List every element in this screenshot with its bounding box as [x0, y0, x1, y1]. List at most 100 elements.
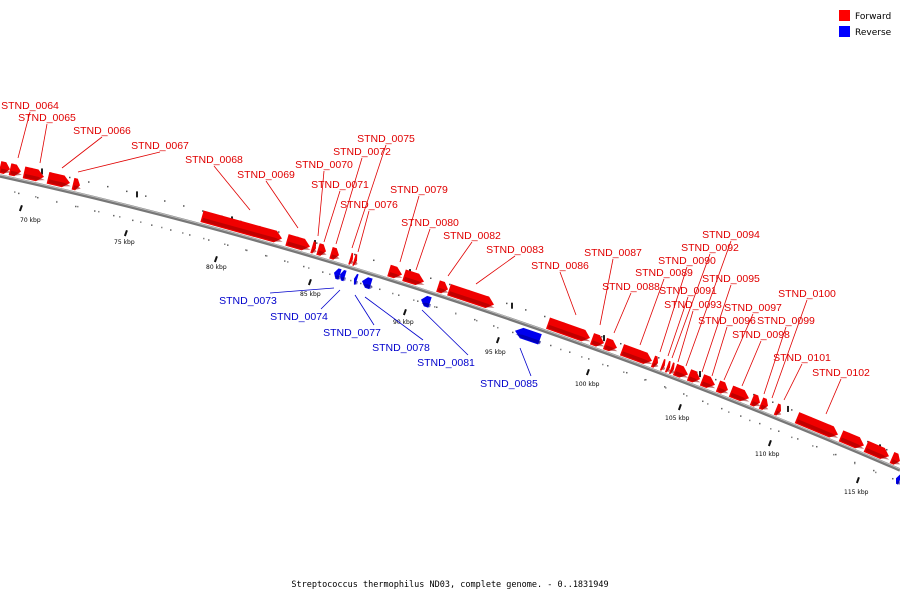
minor-tick	[208, 239, 210, 241]
minor-tick	[772, 401, 774, 403]
callout-line	[723, 313, 754, 381]
gene-callout: STND_0075	[351, 133, 415, 249]
gene-shadow	[840, 437, 865, 449]
gene-arrow	[686, 369, 701, 383]
gene-callout: STND_0069	[237, 169, 299, 229]
callout-line	[265, 180, 299, 229]
gene-label-stnd-0099: STND_0099	[757, 315, 815, 327]
gene-label-stnd-0098: STND_0098	[732, 329, 790, 341]
scale-label: 75 kbp	[114, 239, 135, 246]
minor-tick	[278, 231, 280, 233]
gene-label-stnd-0083: STND_0083	[486, 244, 544, 256]
gene-callout: STND_0077	[323, 294, 381, 339]
genome-backbone-highlight	[0, 174, 900, 470]
gene-label-stnd-0093: STND_0093	[664, 299, 722, 311]
minor-tick	[430, 277, 432, 280]
gene-arrow	[794, 412, 839, 438]
minor-tick	[875, 471, 877, 474]
gene-arrow	[316, 243, 327, 256]
callout-line	[659, 266, 688, 353]
gene-label-stnd-0079: STND_0079	[390, 184, 448, 196]
legend-reverse-label: Reverse	[855, 28, 892, 38]
callout-line	[667, 296, 689, 357]
gene-arrow	[362, 277, 373, 290]
callout-line	[213, 165, 251, 211]
gene-label-stnd-0092: STND_0092	[681, 242, 739, 254]
gene-callout: STND_0094	[685, 229, 760, 367]
minor-tick	[873, 469, 875, 472]
minor-tick	[550, 344, 552, 347]
gene-label-stnd-0088: STND_0088	[602, 281, 660, 293]
gene-callout: STND_0098	[732, 329, 790, 387]
minor-tick	[812, 445, 814, 447]
scale-label: 85 kbp	[300, 291, 321, 298]
minor-tick	[203, 237, 205, 240]
gene-shadow	[717, 387, 729, 394]
minor-tick	[867, 440, 869, 443]
minor-tick	[626, 371, 628, 374]
gene-callout: STND_0102	[812, 367, 870, 415]
minor-tick	[75, 205, 77, 208]
gene-label-stnd-0078: STND_0078	[372, 342, 430, 354]
gene-shadow	[318, 250, 327, 256]
gene-shadow	[334, 275, 342, 280]
gene-shadow	[350, 260, 354, 264]
gene-shadow	[674, 371, 689, 378]
scale-tick	[855, 476, 860, 484]
gene-arrow	[0, 161, 11, 174]
gene-shadow	[891, 459, 900, 465]
gene-label-stnd-0076: STND_0076	[340, 199, 398, 211]
gene-arrow	[659, 358, 666, 371]
minor-tick	[189, 234, 191, 236]
gene-callout: STND_0088	[602, 281, 660, 334]
gene-arrow	[340, 269, 347, 282]
callout-line	[364, 296, 424, 341]
minor-tick	[35, 196, 37, 198]
minor-tick	[14, 191, 16, 193]
gene-arrow	[668, 362, 675, 375]
scale-labels: 70 kbp 75 kbp 80 kbp 85 kbp 90 kbp 95 kbp 100 …	[18, 205, 869, 496]
gene-body	[664, 360, 671, 373]
gene-shadow	[621, 351, 653, 365]
minor-tick	[797, 438, 799, 440]
minor-tick	[778, 430, 780, 432]
minor-tick	[379, 288, 381, 291]
minor-tick	[602, 363, 604, 366]
gene-label-stnd-0089: STND_0089	[635, 267, 693, 279]
gene-callout: STND_0076	[340, 199, 398, 253]
gene-callout: STND_0080	[401, 217, 459, 271]
minor-tick	[512, 331, 514, 334]
gene-arrow	[619, 344, 653, 365]
callout-line	[559, 271, 577, 316]
minor-tick	[69, 176, 71, 179]
minor-tick	[98, 210, 100, 213]
minor-tick	[474, 318, 476, 321]
gene-shadow	[796, 419, 839, 438]
gene-shadow	[362, 284, 373, 289]
gene-callout: STND_0085	[480, 347, 538, 390]
minor-tick	[506, 302, 508, 305]
scale-tick	[18, 205, 23, 212]
scale-tick	[677, 404, 682, 411]
minor-tick	[371, 286, 373, 288]
gene-label-stnd-0087: STND_0087	[584, 247, 642, 259]
gene-body	[863, 440, 889, 460]
gene-callout: STND_0091	[659, 285, 717, 357]
minor-tick	[126, 190, 128, 193]
minor-tick	[350, 279, 352, 282]
minor-tick	[164, 200, 166, 202]
gene-shadow	[24, 173, 45, 181]
minor-tick	[227, 244, 229, 246]
gene-body	[352, 253, 358, 266]
gene-arrow	[650, 355, 659, 368]
gene-callout: STND_0065	[18, 112, 76, 164]
gene-shadow	[48, 179, 71, 187]
minor-tick	[569, 351, 571, 353]
gene-shadow	[340, 276, 347, 281]
callout-line	[825, 378, 842, 415]
minor-tick	[833, 453, 835, 456]
minor-tick	[88, 181, 90, 183]
minor-tick	[476, 319, 478, 322]
